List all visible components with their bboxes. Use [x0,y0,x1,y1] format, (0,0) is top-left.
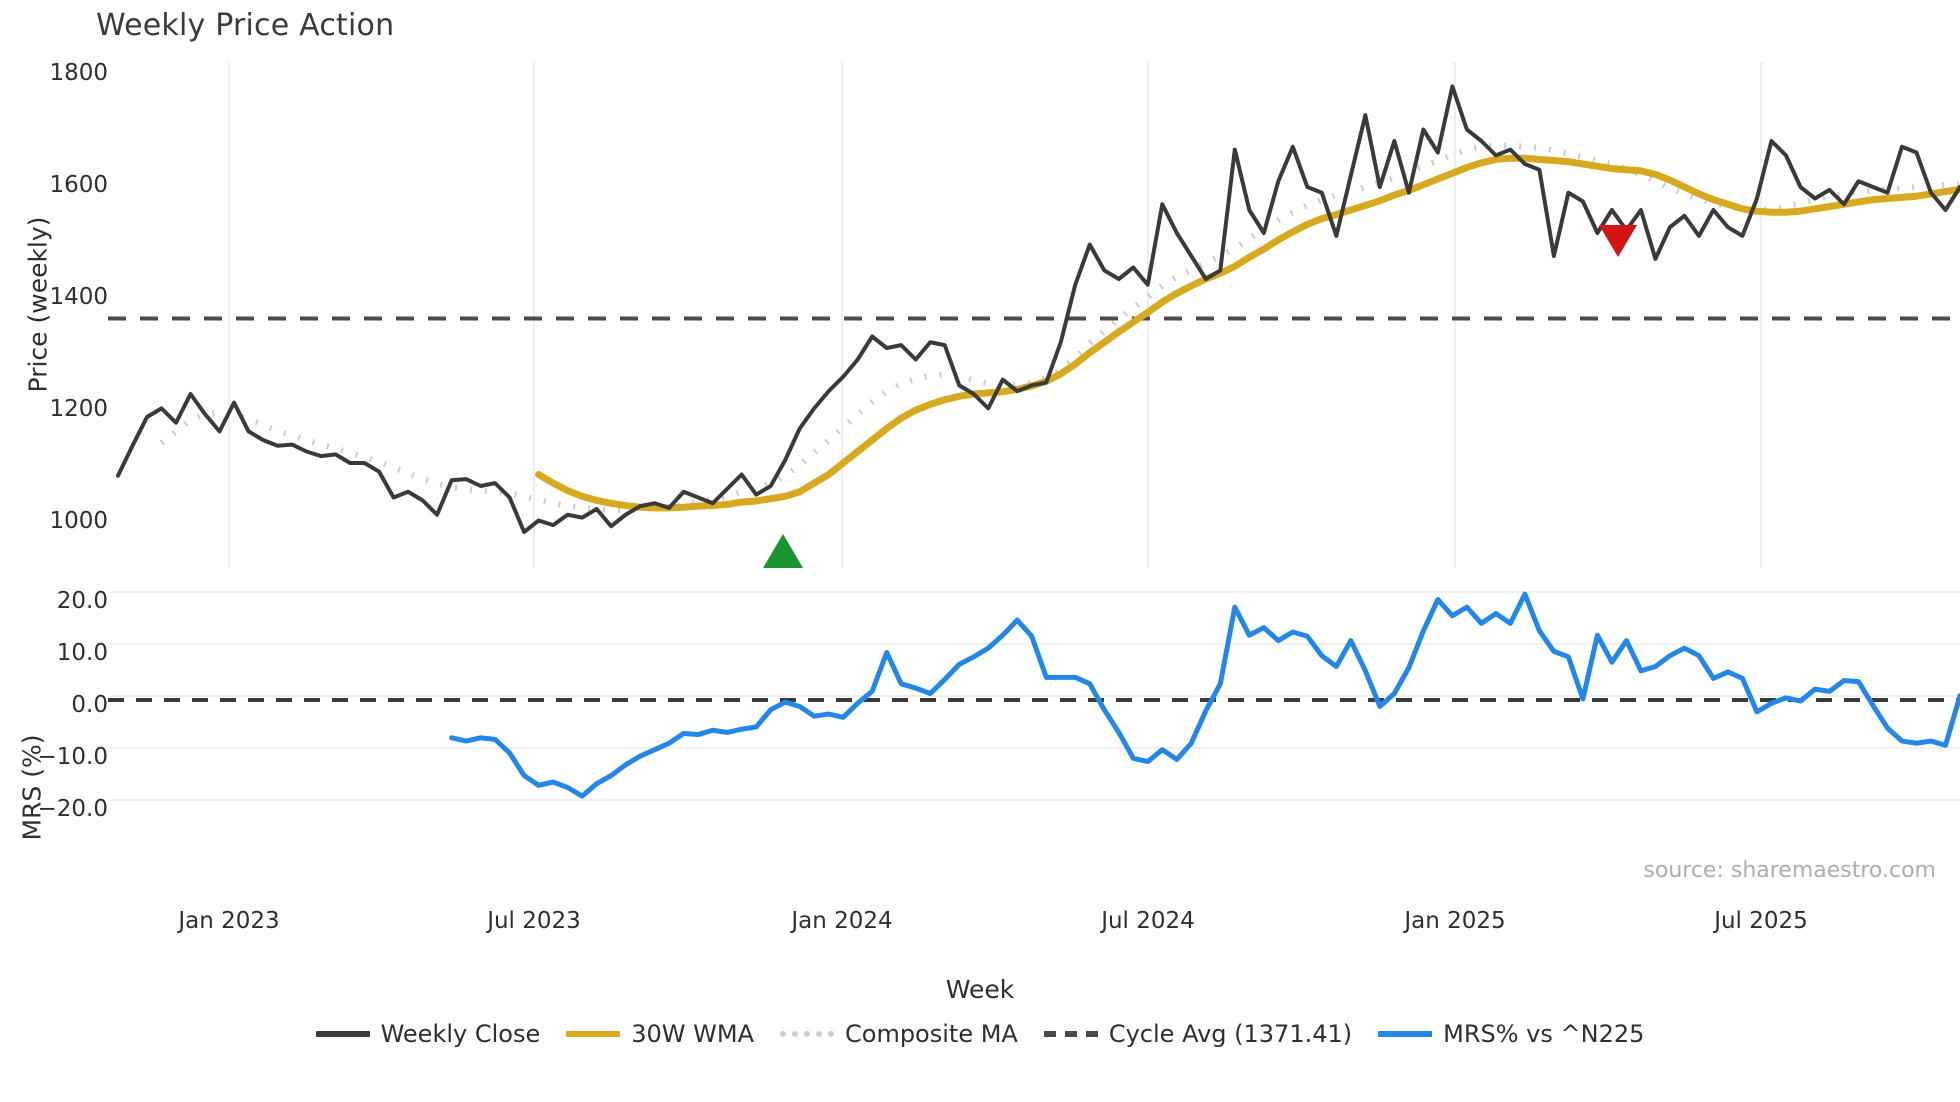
legend-item-weekly-close[interactable]: Weekly Close [315,1020,541,1048]
legend-item-cycle-avg-1371-41[interactable]: Cycle Avg (1371.41) [1043,1020,1353,1048]
xtick-jan-2025: Jan 2025 [1404,908,1506,934]
legend-item-mrs-vs-n225[interactable]: MRS% vs ^N225 [1378,1020,1644,1048]
xtick-jan-2023: Jan 2023 [178,908,280,934]
legend-label-1: 30W WMA [631,1020,754,1048]
source-watermark: source: sharemaestro.com [1643,858,1936,883]
legend-swatch-4 [1378,1031,1433,1037]
legend-label-4: MRS% vs ^N225 [1443,1020,1645,1048]
legend-swatch-3 [1043,1031,1098,1037]
x-axis-label: Week [945,975,1015,1004]
sell-signal-marker [1599,225,1637,257]
price-ytick-1800: 1800 [49,60,108,86]
legend-label-0: Weekly Close [380,1020,541,1048]
mrs-ytick-20: 20.0 [56,588,108,614]
price-ytick-1600: 1600 [49,172,108,198]
xtick-jan-2024: Jan 2024 [791,908,893,934]
legend-item-30w-wma[interactable]: 30W WMA [566,1020,754,1048]
mrs-ytick-neg10: −10.0 [37,744,108,770]
mrs-ytick-neg20: −20.0 [37,796,108,822]
legend-item-composite-ma[interactable]: Composite MA [780,1020,1018,1048]
legend-swatch-1 [566,1031,621,1037]
series-composite-ma [159,142,1960,514]
xtick-jul-2025: Jul 2025 [1714,908,1808,934]
page-title: Weekly Price Action [96,8,395,43]
xtick-jul-2023: Jul 2023 [487,908,581,934]
series-weekly-close [116,84,1960,534]
chart-legend: Weekly Close 30W WMA Composite MA Cycle Avg… [0,1020,1960,1048]
price-ytick-1200: 1200 [49,396,108,422]
price-ytick-1000: 1000 [49,508,108,534]
legend-swatch-0 [315,1031,370,1037]
mrs-ytick-0: 0.0 [71,692,108,718]
buy-signal-marker [763,534,803,568]
mrs-ytick-10: 10.0 [56,640,108,666]
xtick-jul-2024: Jul 2024 [1101,908,1195,934]
legend-swatch-2 [780,1031,834,1037]
series-30w-wma [535,154,1960,512]
series-mrs-vs-n225 [449,591,1960,799]
legend-label-2: Composite MA [845,1020,1018,1048]
legend-label-3: Cycle Avg (1371.41) [1108,1020,1353,1048]
price-ytick-1400: 1400 [49,284,108,310]
